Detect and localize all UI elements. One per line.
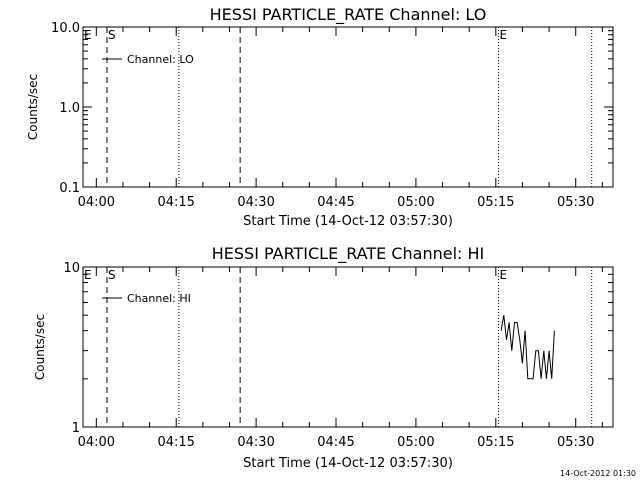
chart-title: HESSI PARTICLE_RATE Channel: LO xyxy=(210,5,487,25)
panel-lo: HESSI PARTICLE_RATE Channel: LO 0.1 1.0 10… xyxy=(26,5,614,229)
x-tick-label: 04:45 xyxy=(317,435,354,450)
event-marker-label: S xyxy=(108,28,116,42)
x-tick-label: 04:15 xyxy=(157,195,194,210)
x-tick-label: 04:00 xyxy=(78,435,115,450)
x-tick-label: 04:00 xyxy=(78,195,115,210)
x-tick-label: 05:00 xyxy=(397,195,434,210)
plot-frame xyxy=(82,266,614,428)
x-tick-label: 04:30 xyxy=(237,195,274,210)
x-axis: 04:00 04:15 04:30 04:45 05:00 05:15 05:30 xyxy=(78,27,603,210)
legend-label: Channel: LO xyxy=(127,53,194,66)
y-axis-label: Counts/sec xyxy=(33,314,47,380)
x-tick-label: 05:15 xyxy=(477,195,514,210)
y-axis-label: Counts/sec xyxy=(26,74,40,140)
y-tick-label: 0.1 xyxy=(59,181,80,196)
y-tick-label: 1.0 xyxy=(59,101,80,116)
x-tick-label: 05:30 xyxy=(557,435,594,450)
x-tick-label: 05:30 xyxy=(557,195,594,210)
y-tick-label: 10.0 xyxy=(51,21,80,36)
event-marker-label: E xyxy=(84,28,92,42)
series-line xyxy=(500,315,555,380)
panel-hi: HESSI PARTICLE_RATE Channel: HI 1 10 04:0… xyxy=(33,244,614,471)
chart-title: HESSI PARTICLE_RATE Channel: HI xyxy=(212,244,485,264)
legend-label: Channel: HI xyxy=(127,292,191,305)
event-marker-label: E xyxy=(499,28,507,42)
x-tick-label: 04:30 xyxy=(237,435,274,450)
x-axis-label: Start Time (14-Oct-12 03:57:30) xyxy=(243,214,453,229)
series-lines xyxy=(500,315,555,380)
x-tick-label: 05:15 xyxy=(477,435,514,450)
y-tick-label: 10 xyxy=(63,261,80,276)
y-axis: 0.1 1.0 10.0 xyxy=(51,21,613,196)
y-axis: 1 10 xyxy=(63,261,613,436)
x-tick-label: 05:00 xyxy=(397,435,434,450)
x-axis-label: Start Time (14-Oct-12 03:57:30) xyxy=(243,456,453,471)
y-tick-label: 1 xyxy=(72,421,80,436)
x-tick-label: 04:15 xyxy=(157,435,194,450)
event-marker-label: E xyxy=(499,268,507,282)
x-tick-label: 04:45 xyxy=(317,195,354,210)
x-axis: 04:00 04:15 04:30 04:45 05:00 05:15 05:30 xyxy=(78,267,603,450)
event-marker-label: S xyxy=(108,268,116,282)
footer-timestamp: 14-Oct-2012 01:30 xyxy=(560,469,636,478)
plot-frame xyxy=(82,26,614,188)
event-marker-label: E xyxy=(84,268,92,282)
